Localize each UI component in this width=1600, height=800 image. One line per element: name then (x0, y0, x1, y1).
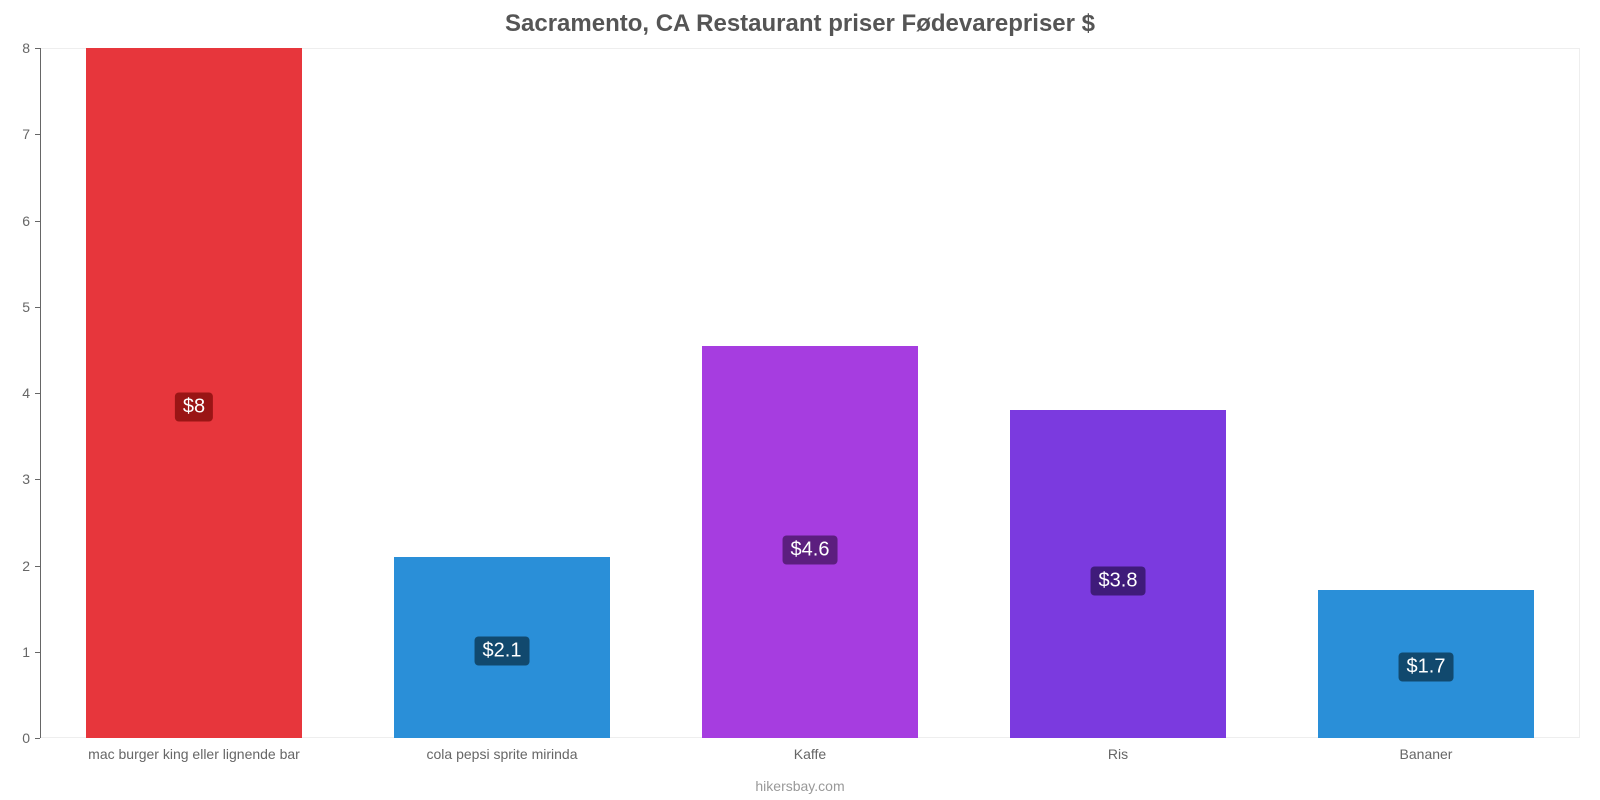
x-axis-label: cola pepsi sprite mirinda (427, 746, 578, 762)
bar-value-badge: $4.6 (783, 535, 838, 564)
y-tick-mark (35, 738, 40, 739)
source-label: hikersbay.com (0, 778, 1600, 794)
x-axis-label: Kaffe (794, 746, 826, 762)
y-tick-label: 7 (22, 126, 30, 142)
chart-title: Sacramento, CA Restaurant priser Fødevar… (0, 10, 1600, 38)
y-tick-label: 4 (22, 385, 30, 401)
y-tick-label: 8 (22, 40, 30, 56)
price-bar-chart: Sacramento, CA Restaurant priser Fødevar… (0, 0, 1600, 800)
y-tick-label: 6 (22, 213, 30, 229)
y-tick-label: 0 (22, 730, 30, 746)
x-axis-label: Ris (1108, 746, 1128, 762)
y-tick-label: 5 (22, 299, 30, 315)
y-axis (40, 48, 41, 738)
y-tick-label: 3 (22, 471, 30, 487)
y-tick-label: 2 (22, 558, 30, 574)
x-axis-label: Bananer (1400, 746, 1453, 762)
x-axis-label: mac burger king eller lignende bar (88, 746, 300, 762)
plot-border (1579, 48, 1580, 738)
plot-area: 012345678$8mac burger king eller lignend… (40, 48, 1580, 738)
y-tick-label: 1 (22, 644, 30, 660)
bar-value-badge: $1.7 (1399, 652, 1454, 681)
bar-value-badge: $2.1 (475, 637, 530, 666)
bar-value-badge: $3.8 (1091, 566, 1146, 595)
bar-value-badge: $8 (175, 392, 213, 421)
